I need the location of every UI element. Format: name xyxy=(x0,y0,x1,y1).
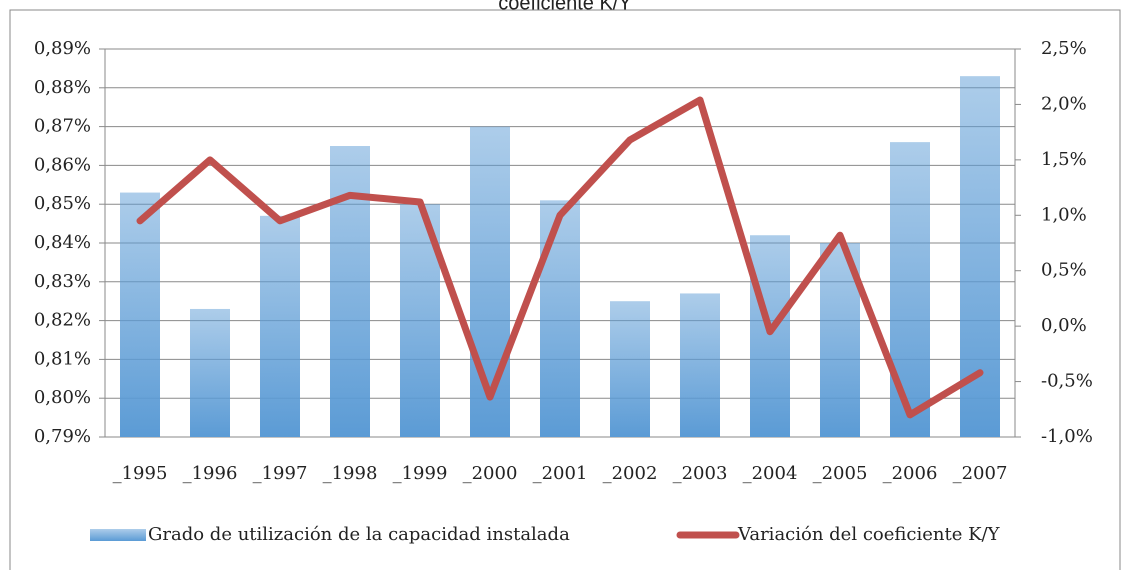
x-tick-label: _2005 xyxy=(813,463,868,484)
x-tick-label: _1995 xyxy=(113,463,168,484)
y2-tick-label: 1,5% xyxy=(1041,149,1087,170)
x-tick-label: _2006 xyxy=(883,463,938,484)
x-tick-label: _1997 xyxy=(253,463,308,484)
x-tick-label: _1996 xyxy=(183,463,238,484)
bar xyxy=(190,308,230,437)
y2-tick-label: -0,5% xyxy=(1041,371,1093,392)
bar xyxy=(330,146,370,437)
y-tick-label: 0,79% xyxy=(34,426,91,447)
y-tick-label: 0,81% xyxy=(34,348,91,369)
legend-label: Grado de utilización de la capacidad ins… xyxy=(148,524,570,545)
x-tick-label: _1999 xyxy=(393,463,448,484)
x-tick-label: _1998 xyxy=(323,463,378,484)
x-tick-label: _2007 xyxy=(953,463,1008,484)
y2-tick-label: 0,5% xyxy=(1041,260,1087,281)
y2-tick-label: 2,5% xyxy=(1041,38,1087,59)
y-tick-label: 0,87% xyxy=(34,116,91,137)
x-tick-label: _2003 xyxy=(673,463,728,484)
x-tick-label: _2004 xyxy=(743,463,798,484)
bar xyxy=(610,301,650,437)
y-tick-label: 0,85% xyxy=(34,193,91,214)
legend-swatch xyxy=(90,529,146,541)
y-tick-label: 0,84% xyxy=(34,232,91,253)
y2-tick-label: 1,0% xyxy=(1041,204,1087,225)
x-tick-label: _2000 xyxy=(463,463,518,484)
bar xyxy=(750,235,790,437)
line xyxy=(136,96,984,419)
y-tick-label: 0,88% xyxy=(34,77,91,98)
y2-tick-label: 2,0% xyxy=(1041,93,1087,114)
bar xyxy=(260,215,300,437)
x-tick-label: _2001 xyxy=(533,463,588,484)
y2-tick-label: 0,0% xyxy=(1041,315,1087,336)
chart-frame xyxy=(9,9,1121,570)
y-tick-label: 0,82% xyxy=(34,310,91,331)
y-tick-label: 0,80% xyxy=(34,387,91,408)
chart-title: coeficiente K/Y xyxy=(498,0,631,14)
bar xyxy=(120,192,160,437)
bar xyxy=(540,200,580,437)
bar xyxy=(680,293,720,437)
bar xyxy=(470,126,510,437)
y2-tick-label: -1,0% xyxy=(1041,426,1093,447)
y-tick-label: 0,89% xyxy=(34,38,91,59)
bar xyxy=(890,142,930,437)
y-tick-label: 0,83% xyxy=(34,271,91,292)
y-tick-label: 0,86% xyxy=(34,154,91,175)
legend-label: Variación del coeficiente K/Y xyxy=(737,524,1001,545)
x-tick-label: _2002 xyxy=(603,463,658,484)
